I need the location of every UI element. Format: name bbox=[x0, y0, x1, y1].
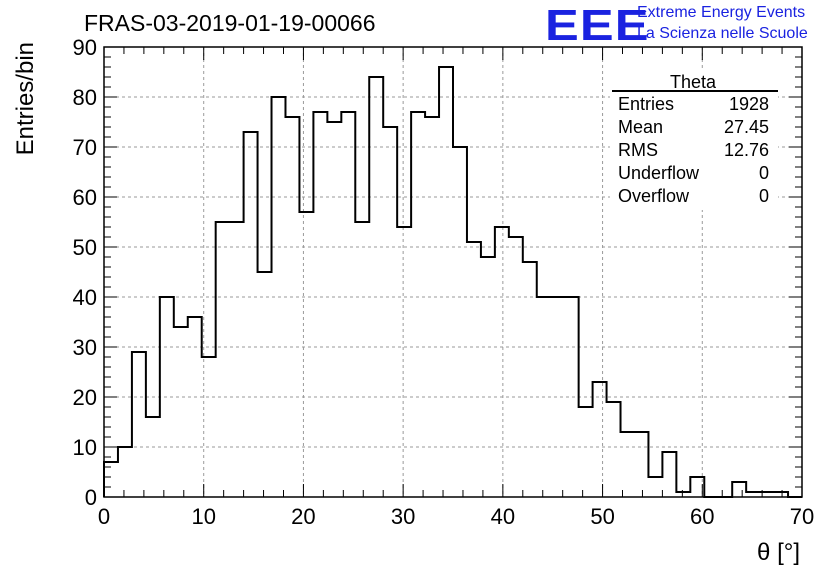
histogram-bin bbox=[258, 272, 272, 497]
histogram-bin bbox=[299, 212, 313, 497]
histogram-bin bbox=[355, 222, 369, 497]
y-tick-label: 70 bbox=[73, 135, 97, 160]
logo-caption-line1: Extreme Energy Events bbox=[637, 4, 806, 21]
x-tick-label: 50 bbox=[590, 504, 614, 529]
histogram-bin bbox=[481, 257, 495, 497]
stats-row-label: Underflow bbox=[618, 163, 700, 183]
histogram-bin bbox=[118, 447, 132, 497]
stats-row-label: RMS bbox=[618, 140, 658, 160]
y-tick-label: 80 bbox=[73, 85, 97, 110]
x-tick-label: 70 bbox=[790, 504, 814, 529]
histogram-bin bbox=[411, 112, 425, 497]
histogram-bin bbox=[244, 132, 258, 497]
histogram-bin bbox=[634, 432, 648, 497]
histogram-bin bbox=[551, 297, 565, 497]
y-tick-label: 60 bbox=[73, 185, 97, 210]
histogram-bin bbox=[327, 122, 341, 497]
x-tick-label: 20 bbox=[291, 504, 315, 529]
stats-row-value: 1928 bbox=[729, 94, 769, 114]
histogram-bin bbox=[132, 352, 146, 497]
x-tick-label: 30 bbox=[391, 504, 415, 529]
histogram-layer bbox=[103, 66, 802, 498]
histogram-outline bbox=[103, 66, 802, 498]
histogram-bin bbox=[732, 482, 746, 497]
stats-row-value: 12.76 bbox=[724, 140, 769, 160]
histogram-bin bbox=[621, 432, 635, 497]
stats-row-label: Overflow bbox=[618, 186, 690, 206]
stats-row-value: 0 bbox=[759, 186, 769, 206]
stats-box-title: Theta bbox=[670, 72, 717, 92]
histogram-bin bbox=[523, 262, 537, 497]
x-tick-label: 10 bbox=[191, 504, 215, 529]
stats-row-value: 0 bbox=[759, 163, 769, 183]
stats-row-value: 27.45 bbox=[724, 117, 769, 137]
histogram-bin bbox=[425, 117, 439, 497]
chart-title: FRAS-03-2019-01-19-00066 bbox=[84, 10, 376, 36]
histogram-bin bbox=[216, 222, 230, 497]
grid-layer bbox=[104, 47, 802, 497]
stats-row-label: Entries bbox=[618, 94, 674, 114]
histogram-bin bbox=[509, 237, 523, 497]
y-tick-label: 30 bbox=[73, 335, 97, 360]
y-tick-label: 90 bbox=[73, 35, 97, 60]
y-tick-label: 10 bbox=[73, 435, 97, 460]
histogram-bin bbox=[662, 452, 676, 497]
stats-box-bg bbox=[610, 70, 778, 210]
histogram-bin bbox=[146, 417, 160, 497]
histogram-bin bbox=[383, 127, 397, 497]
histogram-bin bbox=[579, 407, 593, 497]
y-tick-label: 0 bbox=[85, 485, 97, 510]
histogram-bin bbox=[313, 112, 327, 497]
x-tick-label: 40 bbox=[491, 504, 515, 529]
histogram-bin bbox=[648, 477, 662, 497]
histogram-bin bbox=[188, 317, 202, 497]
x-axis-label: θ [°] bbox=[757, 539, 800, 566]
histogram-bin bbox=[607, 402, 621, 497]
histogram-bin bbox=[537, 297, 551, 497]
logo-caption: Extreme Energy Events La Scienza nelle S… bbox=[637, 2, 808, 44]
histogram-bin bbox=[285, 117, 299, 497]
histogram-bin bbox=[593, 382, 607, 497]
histogram-bin bbox=[467, 242, 481, 497]
logo-caption-line2: La Scienza nelle Scuole bbox=[637, 25, 808, 42]
histogram-bin bbox=[202, 357, 216, 497]
histogram-bin bbox=[495, 227, 509, 497]
y-tick-label: 20 bbox=[73, 385, 97, 410]
stats-row-label: Mean bbox=[618, 117, 663, 137]
y-tick-label: 50 bbox=[73, 235, 97, 260]
y-tick-label: 40 bbox=[73, 285, 97, 310]
histogram-bin bbox=[341, 112, 355, 497]
histogram-bin bbox=[230, 222, 244, 497]
histogram-bin bbox=[439, 67, 453, 497]
histogram-bin bbox=[272, 97, 286, 497]
histogram-bin bbox=[174, 327, 188, 497]
x-tick-label: 0 bbox=[98, 504, 110, 529]
histogram-bin bbox=[453, 147, 467, 497]
histogram-bin bbox=[397, 227, 411, 497]
histogram-bin bbox=[369, 77, 383, 497]
y-axis-label: Entries/bin bbox=[12, 42, 39, 155]
histogram-bin bbox=[565, 297, 579, 497]
histogram-bin bbox=[160, 297, 174, 497]
x-tick-label: 60 bbox=[690, 504, 714, 529]
eee-logo: EEE bbox=[545, 1, 650, 50]
axis-layer: 0 10 20 30 40 50 60 70 0 10 20 30 40 50 60 70 80 90 θ [°] E… bbox=[12, 35, 814, 566]
plot-frame bbox=[103, 46, 803, 498]
